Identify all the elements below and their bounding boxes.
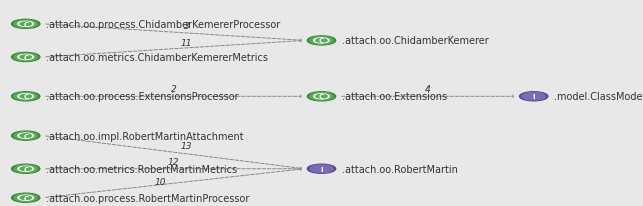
Circle shape — [18, 94, 33, 99]
Circle shape — [12, 20, 40, 29]
Text: .attach.oo.RobertMartin: .attach.oo.RobertMartin — [342, 164, 458, 174]
Circle shape — [18, 55, 33, 60]
Circle shape — [307, 92, 336, 101]
Circle shape — [316, 39, 327, 43]
Text: C: C — [23, 55, 28, 61]
Text: .attach.oo.impl.RobertMartinAttachment: .attach.oo.impl.RobertMartinAttachment — [46, 131, 244, 141]
Circle shape — [12, 92, 40, 101]
Text: 2: 2 — [171, 85, 176, 94]
Text: 12: 12 — [168, 157, 179, 166]
Text: C: C — [23, 195, 28, 201]
Circle shape — [12, 131, 40, 140]
Circle shape — [12, 164, 40, 173]
Circle shape — [20, 196, 32, 200]
Circle shape — [14, 194, 37, 201]
Text: 13: 13 — [181, 142, 192, 150]
Text: C: C — [23, 133, 28, 139]
Text: C: C — [319, 94, 324, 100]
Circle shape — [522, 93, 545, 101]
Circle shape — [18, 195, 33, 200]
Text: I: I — [532, 94, 535, 100]
Text: C: C — [23, 94, 28, 100]
Circle shape — [310, 165, 333, 173]
Circle shape — [18, 22, 33, 27]
Circle shape — [20, 134, 32, 138]
Text: 3: 3 — [184, 22, 189, 31]
Circle shape — [316, 95, 327, 99]
Circle shape — [310, 93, 333, 101]
Text: I: I — [320, 166, 323, 172]
Text: .attach.oo.ChidamberKemerer: .attach.oo.ChidamberKemerer — [342, 36, 489, 46]
Circle shape — [14, 21, 37, 28]
Text: .attach.oo.process.ChidamberKemererProcessor: .attach.oo.process.ChidamberKemererProce… — [46, 20, 280, 30]
Text: C: C — [319, 38, 324, 44]
Circle shape — [307, 37, 336, 46]
Text: 4: 4 — [425, 85, 430, 94]
Text: .attach.oo.Extensions: .attach.oo.Extensions — [342, 92, 447, 102]
Text: 10: 10 — [155, 178, 167, 186]
Circle shape — [307, 164, 336, 173]
Circle shape — [310, 37, 333, 45]
Text: .attach.oo.process.RobertMartinProcessor: .attach.oo.process.RobertMartinProcessor — [46, 193, 249, 203]
Circle shape — [20, 167, 32, 171]
Circle shape — [14, 93, 37, 101]
Circle shape — [18, 166, 33, 171]
Circle shape — [520, 92, 548, 101]
Circle shape — [20, 56, 32, 60]
Circle shape — [20, 23, 32, 27]
Circle shape — [14, 54, 37, 61]
Circle shape — [12, 53, 40, 62]
Circle shape — [20, 95, 32, 99]
Circle shape — [314, 39, 329, 44]
Text: .attach.oo.metrics.ChidamberKemererMetrics: .attach.oo.metrics.ChidamberKemererMetri… — [46, 53, 268, 63]
Text: C: C — [23, 22, 28, 28]
Circle shape — [12, 193, 40, 202]
Circle shape — [18, 133, 33, 138]
Text: 11: 11 — [181, 39, 192, 47]
Text: .attach.oo.process.ExtensionsProcessor: .attach.oo.process.ExtensionsProcessor — [46, 92, 239, 102]
Text: .model.ClassModel: .model.ClassModel — [554, 92, 643, 102]
Text: .attach.oo.metrics.RobertMartinMetrics: .attach.oo.metrics.RobertMartinMetrics — [46, 164, 237, 174]
Circle shape — [314, 94, 329, 99]
Circle shape — [14, 165, 37, 173]
Circle shape — [14, 132, 37, 140]
Text: C: C — [23, 166, 28, 172]
